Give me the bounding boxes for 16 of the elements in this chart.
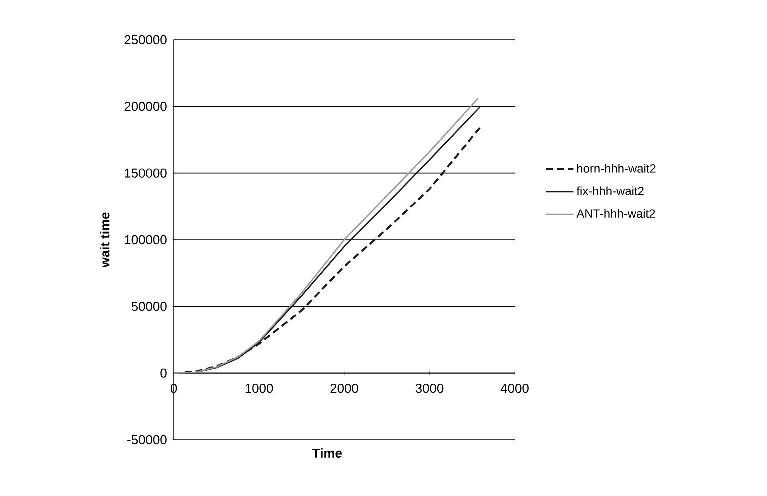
y-tick-label: 50000 (132, 302, 167, 312)
x-tick-label: 2000 (330, 384, 358, 394)
x-tick-label: 3000 (416, 384, 444, 394)
y-tick-label: -50000 (128, 435, 167, 445)
y-tick-label: 100000 (125, 235, 167, 245)
legend-label: ANT-hhh-wait2 (576, 209, 656, 218)
y-tick-label: 0 (160, 368, 167, 378)
y-tick-label: 150000 (125, 168, 167, 178)
legend-label: fix-hhh-wait2 (576, 186, 644, 196)
y-axis-title: wait time (100, 212, 110, 268)
y-tick-label: 250000 (124, 35, 167, 45)
y-tick-label: 200000 (124, 102, 167, 112)
legend-label: horn-hhh-wait2 (578, 164, 656, 173)
x-tick-label: 4000 (500, 384, 529, 394)
x-axis-title: Time (312, 448, 342, 458)
x-tick-label: 1000 (246, 384, 274, 394)
